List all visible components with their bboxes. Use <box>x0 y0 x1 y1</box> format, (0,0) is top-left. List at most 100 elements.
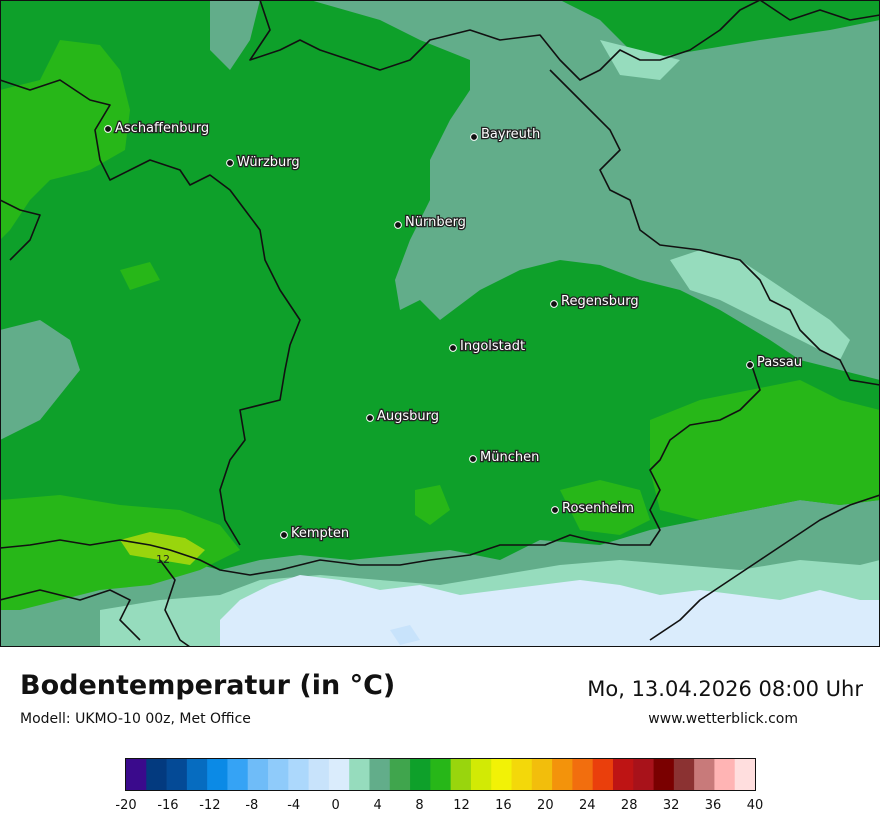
legend-swatch <box>410 759 431 790</box>
legend-swatch <box>694 759 715 790</box>
legend-swatch <box>389 759 411 790</box>
legend-swatch <box>126 759 147 790</box>
legend-swatch <box>491 759 512 790</box>
forecast-datetime: Mo, 13.04.2026 08:00 Uhr <box>587 677 863 701</box>
legend-tick-label: 4 <box>373 798 381 813</box>
legend-tick-label: 40 <box>747 798 764 813</box>
legend-swatch <box>592 759 614 790</box>
city-label: Augsburg <box>377 409 439 424</box>
temperature-field-10-12-rosenheim <box>560 480 650 535</box>
legend-swatch <box>349 759 370 790</box>
city-dot <box>394 221 402 229</box>
color-legend: -20 -16 -12 -8 -4 0 4 8 12 16 20 24 28 32 36 40 <box>0 752 880 830</box>
city-regensburg: Regensburg <box>550 293 640 310</box>
city-rosenheim: Rosenheim <box>551 500 635 517</box>
city-ingolstadt: Ingolstadt <box>449 338 526 355</box>
city-dot <box>469 455 477 463</box>
legend-swatches <box>126 759 756 790</box>
legend-swatch <box>633 759 654 790</box>
legend-tick-label: -16 <box>157 798 178 813</box>
city-augsburg: Augsburg <box>366 408 440 425</box>
legend-swatch <box>531 759 553 790</box>
legend-swatch <box>288 759 310 790</box>
temperature-field-10-12-southeast <box>650 380 880 520</box>
state-borders <box>0 0 880 647</box>
border-north <box>249 0 761 81</box>
city-nuernberg: Nürnberg <box>394 214 467 231</box>
legend-swatch <box>430 759 452 790</box>
legend-swatch <box>612 759 634 790</box>
legend-tick-label: 12 <box>453 798 470 813</box>
city-label: Rosenheim <box>562 501 634 516</box>
contour-label-12: 12 <box>156 553 170 566</box>
city-dot <box>226 159 234 167</box>
city-label: Kempten <box>291 526 349 541</box>
city-dot <box>280 531 288 539</box>
city-label: Regensburg <box>561 294 639 309</box>
legend-tick-label: -20 <box>115 798 136 813</box>
city-label: Würzburg <box>237 155 300 170</box>
city-dot <box>550 300 558 308</box>
legend-swatch <box>734 759 756 790</box>
temperature-field-0-2-alps <box>220 575 880 647</box>
legend-swatch <box>552 759 573 790</box>
city-kempten: Kempten <box>280 525 350 542</box>
legend-swatch <box>653 759 675 790</box>
legend-tick-label: 0 <box>332 798 340 813</box>
city-dot <box>470 133 478 141</box>
city-dot <box>104 125 112 133</box>
border-swiss <box>159 559 191 647</box>
map-svg: 12 10 Aschaffenburg Würzburg Bayreuth Nü… <box>0 0 880 647</box>
border-czech-east <box>759 0 880 21</box>
city-label: Bayreuth <box>481 127 540 142</box>
legend-tick-label: 16 <box>495 798 512 813</box>
contour-label-10: 10 <box>598 503 612 516</box>
legend-tick-label: 28 <box>621 798 638 813</box>
temperature-field-6-8-northwest <box>210 0 260 70</box>
border-southeast <box>649 494 880 641</box>
legend-swatch <box>714 759 736 790</box>
legend-ticks: -20 -16 -12 -8 -4 0 4 8 12 16 20 24 28 32 36 40 <box>115 798 763 813</box>
legend-swatch <box>166 759 188 790</box>
legend-swatch <box>308 759 330 790</box>
czech-border <box>549 69 880 386</box>
website-link[interactable]: www.wetterblick.com <box>648 711 798 727</box>
temperature-field-4-6-border <box>670 250 850 360</box>
legend-swatch <box>146 759 167 790</box>
city-wuerzburg: Würzburg <box>226 154 301 171</box>
legend-tick-label: -8 <box>245 798 258 813</box>
city-dot <box>366 414 374 422</box>
legend-tick-label: -12 <box>199 798 220 813</box>
city-dot <box>746 361 754 369</box>
city-label: Passau <box>757 355 802 370</box>
legend-swatch <box>186 759 208 790</box>
legend-swatch <box>247 759 269 790</box>
legend-frame <box>125 758 756 791</box>
legend-swatch <box>470 759 492 790</box>
city-label: München <box>480 450 539 465</box>
legend-swatch <box>369 759 391 790</box>
temperature-field-6-8-west <box>0 320 80 440</box>
legend-swatch <box>450 759 472 790</box>
legend-tick-label: 8 <box>415 798 423 813</box>
legend-swatch <box>673 759 695 790</box>
legend-swatch <box>207 759 228 790</box>
temperature-field-2-4-patch <box>390 625 420 645</box>
temperature-field-10-12-center <box>415 485 450 525</box>
city-bayreuth: Bayreuth <box>470 126 542 143</box>
city-muenchen: München <box>469 449 541 466</box>
city-dot <box>551 506 559 514</box>
legend-tick-label: 32 <box>663 798 680 813</box>
legend-swatch <box>268 759 289 790</box>
city-label: Nürnberg <box>405 215 466 230</box>
city-markers: Aschaffenburg Würzburg Bayreuth Nürnberg… <box>104 120 803 542</box>
model-info: Modell: UKMO-10 00z, Met Office <box>20 711 251 727</box>
city-label: Ingolstadt <box>460 339 525 354</box>
legend-swatch <box>227 759 249 790</box>
legend-swatch <box>328 759 350 790</box>
temperature-field-10-12-west <box>0 495 240 610</box>
map-title: Bodentemperatur (in °C) <box>20 670 396 701</box>
legend-tick-label: 36 <box>705 798 722 813</box>
city-label: Aschaffenburg <box>115 121 209 136</box>
legend-svg: -20 -16 -12 -8 -4 0 4 8 12 16 20 24 28 32 36 40 <box>115 758 763 813</box>
